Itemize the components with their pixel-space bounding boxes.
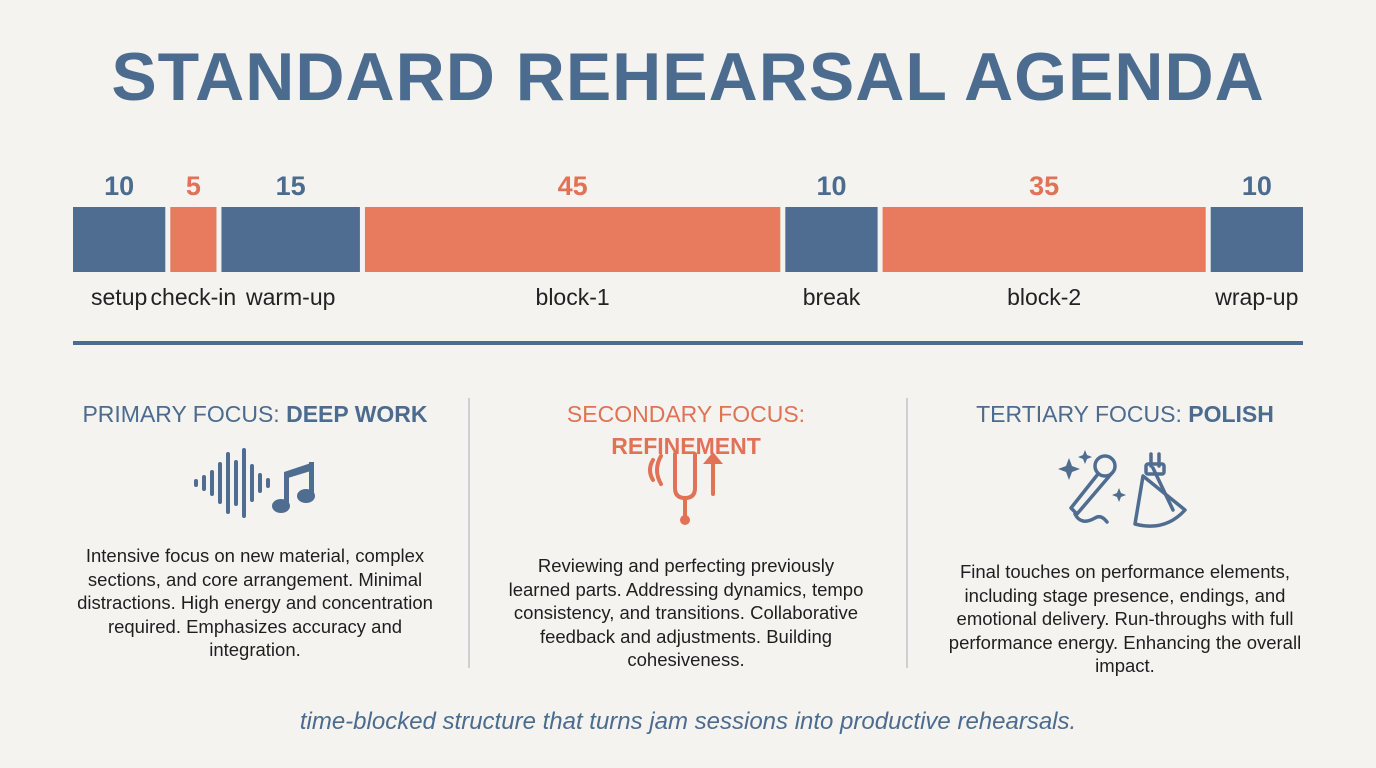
- segment-value-check-in: 5: [186, 171, 201, 201]
- soundwave-music-note-icon: [194, 448, 315, 518]
- focus-primary: PRIMARY FOCUS: DEEP WORK Intensive focus…: [75, 398, 435, 662]
- segment-value-wrap-up: 10: [1242, 171, 1272, 201]
- focus-secondary: SECONDARY FOCUS: REFINEMENT Reviewing an…: [506, 398, 866, 672]
- segment-label-setup: setup: [91, 284, 147, 310]
- agenda-timeline-chart: 10 setup 5 check-in 15 warm-up 45 block-1 10 brea…: [73, 171, 1303, 310]
- column-separator: [906, 398, 908, 668]
- focus-primary-heading: PRIMARY FOCUS: DEEP WORK: [75, 398, 435, 430]
- segment-value-block-2: 35: [1029, 171, 1059, 201]
- section-divider: [73, 341, 1303, 345]
- segment-bar-break: [785, 207, 878, 272]
- tuning-fork-icon: [648, 452, 723, 525]
- segment-label-block-1: block-1: [536, 284, 610, 310]
- segment-bar-setup: [73, 207, 166, 272]
- focus-primary-prefix: PRIMARY FOCUS:: [82, 401, 287, 427]
- segment-label-block-2: block-2: [1007, 284, 1081, 310]
- segment-value-block-1: 45: [558, 171, 588, 201]
- segment-label-check-in: check-in: [151, 284, 237, 310]
- focus-tertiary-emphasis: POLISH: [1188, 401, 1274, 427]
- focus-primary-emphasis: DEEP WORK: [286, 401, 428, 427]
- segment-value-break: 10: [816, 171, 846, 201]
- focus-tertiary-prefix: TERTIARY FOCUS:: [976, 401, 1189, 427]
- focus-primary-description: Intensive focus on new material, complex…: [77, 545, 433, 660]
- focus-secondary-prefix: SECONDARY FOCUS:: [566, 401, 806, 427]
- microphone-spotlight-icon: [1058, 450, 1187, 528]
- focus-secondary-description: Reviewing and perfecting previously lear…: [508, 555, 864, 670]
- segment-bar-block-2: [882, 207, 1206, 272]
- segment-bar-warm-up: [221, 207, 360, 272]
- focus-secondary-heading: SECONDARY FOCUS: REFINEMENT: [506, 398, 866, 459]
- segment-bar-check-in: [170, 207, 217, 272]
- segment-bar-block-1: [364, 207, 781, 272]
- focus-tertiary-heading: TERTIARY FOCUS: POLISH: [945, 398, 1305, 430]
- segment-label-warm-up: warm-up: [245, 284, 335, 310]
- segment-label-break: break: [803, 284, 861, 310]
- segment-label-wrap-up: wrap-up: [1214, 284, 1298, 310]
- segment-bar-wrap-up: [1210, 207, 1303, 272]
- segment-value-setup: 10: [104, 171, 134, 201]
- column-separator: [468, 398, 470, 668]
- footer-caption: time-blocked structure that turns jam se…: [299, 708, 1077, 735]
- focus-tertiary: TERTIARY FOCUS: POLISH Final touches on …: [945, 398, 1305, 678]
- segment-value-warm-up: 15: [276, 171, 306, 201]
- focus-secondary-emphasis: REFINEMENT: [611, 433, 761, 459]
- page-title: STANDARD REHEARSAL AGENDA: [111, 39, 1265, 115]
- focus-tertiary-description: Final touches on performance elements, i…: [948, 561, 1302, 676]
